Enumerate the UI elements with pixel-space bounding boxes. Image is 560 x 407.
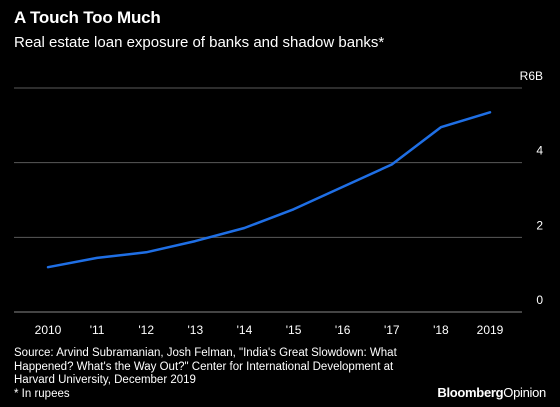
x-tick-label: '13 <box>188 323 204 337</box>
chart-title: A Touch Too Much <box>14 8 161 27</box>
x-tick-label: '12 <box>138 323 154 337</box>
brand-bloomberg: Bloomberg <box>437 385 504 400</box>
x-tick-label: '16 <box>335 323 351 337</box>
y-tick-label: 0 <box>536 293 543 307</box>
footnote: * In rupees <box>14 388 70 400</box>
x-tick-label: 2010 <box>35 323 62 337</box>
gridlines <box>14 87 522 313</box>
series-line-loan-exposure <box>46 111 492 269</box>
x-tick-label: '11 <box>90 323 105 337</box>
bloomberg-opinion-logo: BloombergOpinion <box>437 385 546 400</box>
brand-opinion: Opinion <box>503 385 546 400</box>
y-tick-label: 2 <box>536 218 543 232</box>
x-axis-ticks: 2010 '11 '12 '13 '14 '15 '16 '17 '18 2019 <box>35 323 504 337</box>
y-axis-ticks: 0 2 4 R6B <box>520 69 544 307</box>
y-tick-label: R6B <box>520 69 543 83</box>
x-tick-label: '17 <box>384 323 400 337</box>
source-note: Source: Arvind Subramanian, Josh Felman,… <box>14 347 397 386</box>
chart-subtitle: Real estate loan exposure of banks and s… <box>14 34 385 51</box>
x-tick-label: '14 <box>237 323 253 337</box>
x-tick-label: '15 <box>286 323 302 337</box>
x-tick-label: '18 <box>433 323 449 337</box>
x-tick-label: 2019 <box>477 323 504 337</box>
y-tick-label: 4 <box>536 144 543 158</box>
